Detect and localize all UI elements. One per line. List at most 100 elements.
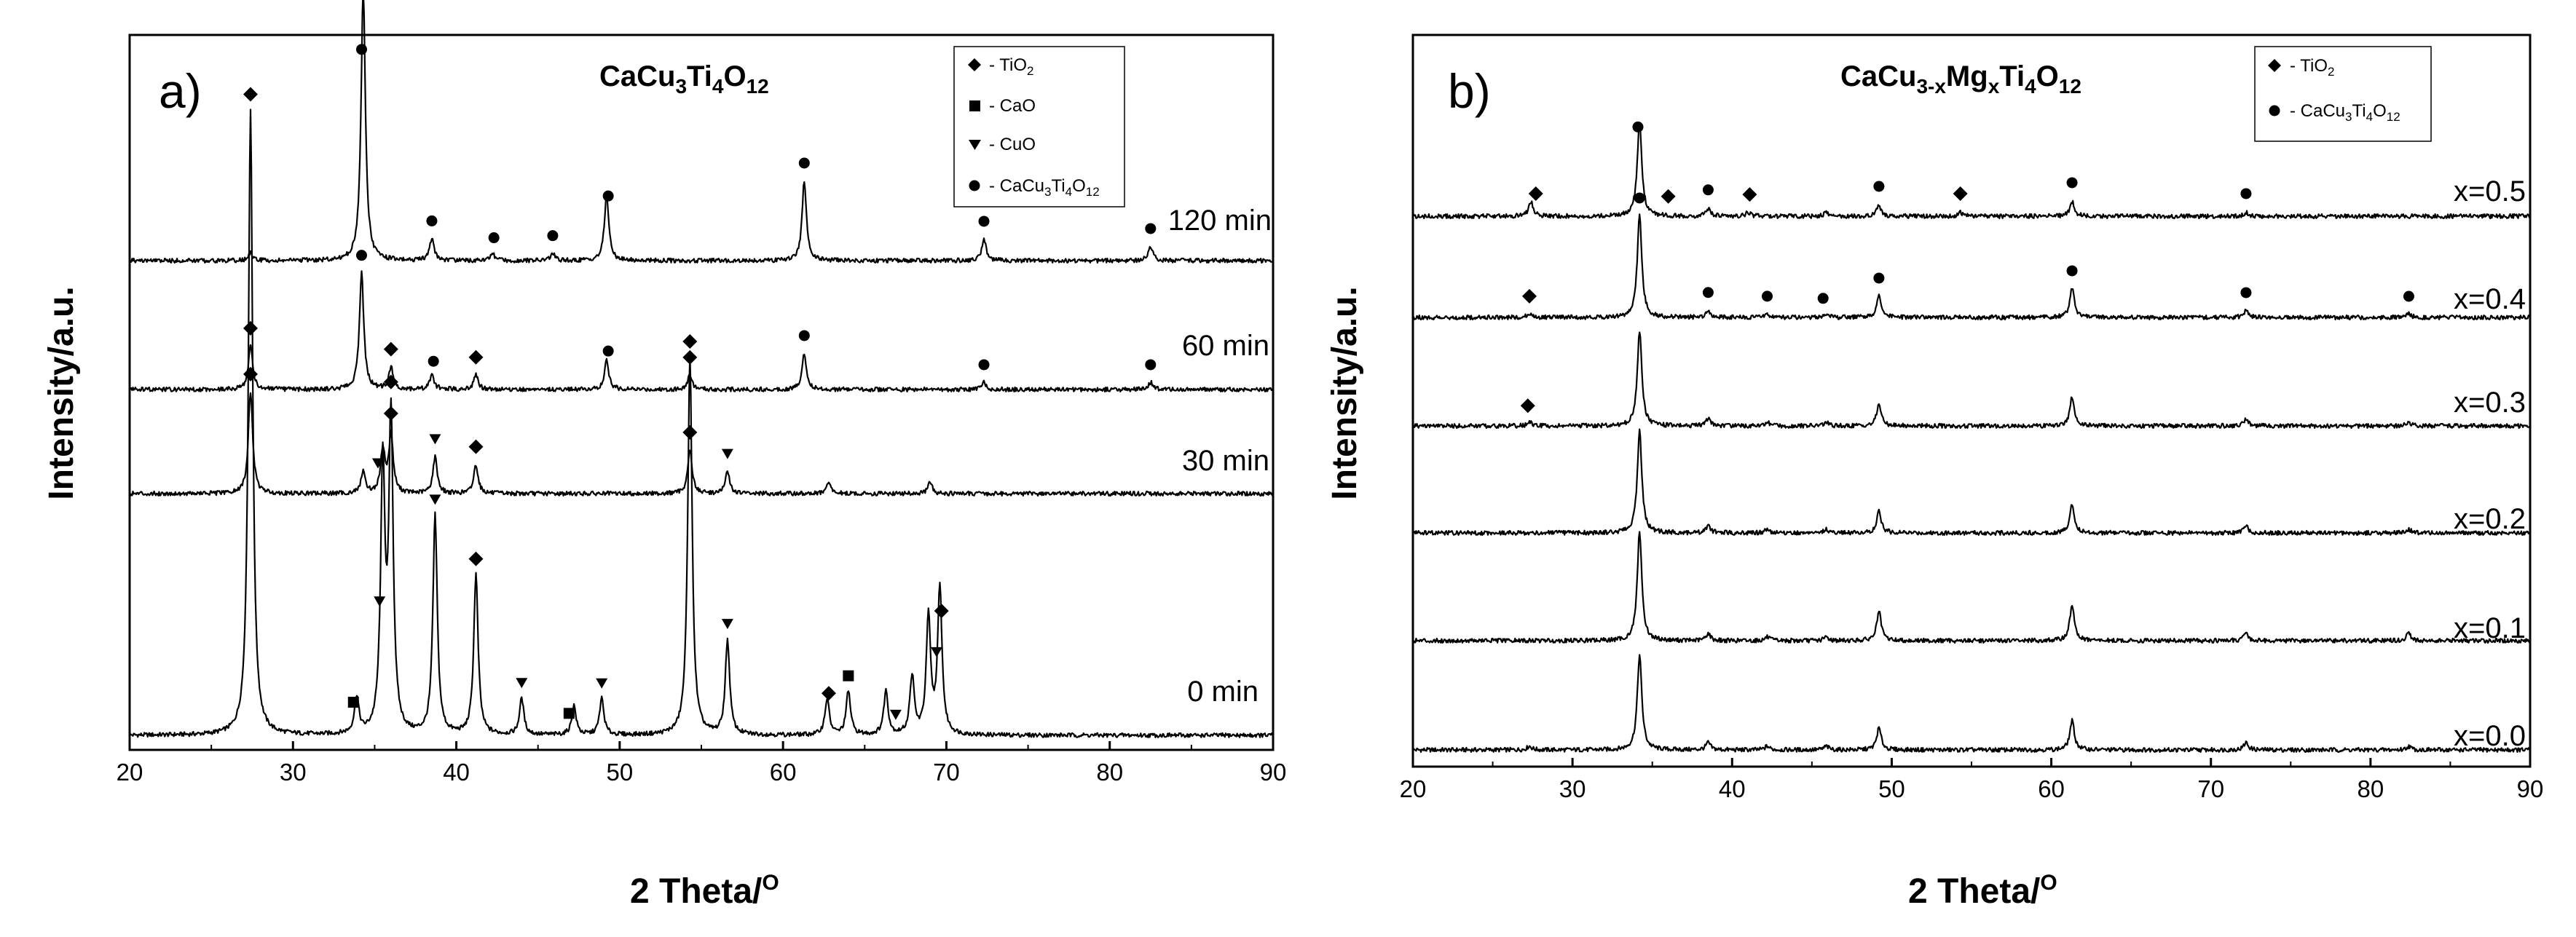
x-tick-label: 50 [1878,775,1905,802]
ccto-peak-marker-icon [1873,181,1885,192]
legend-label-cuo: - CuO [989,135,1036,154]
panel-b-x-ticks: 20 30 40 50 60 70 80 90 [1400,758,2544,802]
tio2-peak-marker-icon [383,341,398,357]
tio2-peak-marker-icon [821,686,836,701]
ccto-peak-marker-icon [1817,293,1829,304]
series-label-x-0-3: x=0.3 [2454,387,2526,419]
ccto-peak-marker-icon [2066,177,2078,189]
series-label-x-0-0: x=0.0 [2454,720,2526,752]
x-tick-label: 20 [1400,775,1427,802]
ccto-peak-marker-icon [355,250,367,261]
xrd-trace-30-min [128,392,1274,497]
ccto-peak-marker-icon [1761,290,1773,302]
cuo-peak-marker-icon [721,448,733,459]
panel-b-legend: - TiO2 - CaCu3Ti4O12 [2254,46,2432,142]
ccto-peak-marker-icon [1145,359,1157,371]
series-label-0-min: 0 min [1187,676,1259,708]
tio2-peak-marker-icon [682,334,698,349]
tio2-peak-marker-icon [243,320,258,336]
x-tick-label: 50 [606,759,633,786]
diamond-marker-icon [2268,59,2281,72]
legend-entry-ccto: - CaCu3Ti4O12 [2269,101,2400,124]
tio2-peak-marker-icon [468,551,484,566]
cuo-peak-marker-icon [374,596,386,607]
tio2-peak-marker-icon [682,349,698,365]
cuo-peak-marker-icon [371,458,384,469]
xrd-trace-x-0-1 [1411,531,2531,644]
ccto-peak-marker-icon [426,215,438,226]
cuo-peak-marker-icon [930,647,942,657]
xrd-trace-x-0-0 [1411,654,2531,754]
xrd-trace-0-min [128,108,1274,738]
panel-a-traces [128,0,1275,738]
panel-b-x-axis-title: 2 Theta/O [1908,871,2057,911]
ccto-peak-marker-icon [355,44,367,55]
tio2-peak-marker-icon [383,374,398,390]
xrd-trace-x-0-4 [1412,213,2531,321]
panel-b-label: b) [1448,64,1491,118]
tio2-peak-marker-icon [682,424,698,440]
panel-b-traces [1411,122,2532,754]
ccto-peak-marker-icon [488,232,500,244]
legend-entry-cao: - CaO [969,96,1036,116]
ccto-peak-marker-icon [1702,184,1714,196]
xrd-trace-x-0-2 [1412,428,2532,537]
tio2-peak-marker-icon [1661,189,1676,204]
tio2-peak-marker-icon [468,349,484,365]
triangle-marker-icon [969,140,981,150]
ccto-peak-marker-icon [2403,290,2414,302]
x-tick-label: 40 [1719,775,1746,802]
series-label-60-min: 60 min [1182,330,1269,362]
x-tick-label: 30 [280,759,307,786]
ccto-peak-marker-icon [1873,272,1885,284]
ccto-peak-marker-icon [428,355,439,367]
panel-a-legend: - TiO2 - CaO - CuO - CaCu3Ti4O12 [953,46,1125,207]
x-tick-label: 90 [2517,775,2544,802]
ccto-peak-marker-icon [602,345,614,357]
ccto-peak-marker-icon [1632,121,1644,133]
panel-b-y-axis-title: Intensity/a.u. [1326,286,1364,499]
x-tick-label: 30 [1559,775,1586,802]
panel-a-label: a) [159,64,202,118]
x-tick-label: 80 [2357,775,2384,802]
legend-label-ccto: - CaCu3Ti4O12 [989,176,1100,199]
ccto-peak-marker-icon [602,190,614,202]
panel-a-title: CaCu3Ti4O12 [599,60,769,98]
xrd-trace-x-0-3 [1411,331,2531,430]
legend-entry-ccto: - CaCu3Ti4O12 [969,176,1100,199]
x-tick-label: 70 [933,759,960,786]
series-label-x-0-5: x=0.5 [2454,175,2526,207]
tio2-peak-marker-icon [243,87,258,102]
legend-label-tio2: - TiO2 [989,55,1033,78]
circle-marker-icon [969,180,980,191]
ccto-peak-marker-icon [978,216,990,227]
panel-b-plot-frame [1411,33,2532,768]
legend-entry-cuo: - CuO [969,135,1036,154]
panel-a-y-axis-title: Intensity/a.u. [42,286,81,499]
xrd-trace-60-min [129,270,1275,393]
ccto-peak-marker-icon [1702,287,1714,299]
x-tick-label: 40 [443,759,470,786]
panel-b-legend-box [2254,46,2432,142]
cuo-peak-marker-icon [429,434,441,445]
x-tick-label: 60 [2038,775,2065,802]
ccto-peak-marker-icon [1634,192,1645,204]
tio2-peak-marker-icon [243,366,258,381]
panel-b: 20 30 40 50 60 70 80 90 b) CaCu3-xMgxTi4O12 - T… [1326,33,2544,911]
tio2-peak-marker-icon [1520,398,1535,414]
panel-b-title: CaCu3-xMgxTi4O12 [1840,60,2081,98]
tio2-peak-marker-icon [468,439,484,454]
series-label-120-min: 120 min [1168,205,1272,237]
panel-a-x-ticks: 20 30 40 50 60 70 80 90 [117,741,1286,786]
ccto-peak-marker-icon [978,359,990,371]
cuo-peak-marker-icon [889,709,902,720]
series-label-30-min: 30 min [1182,445,1269,477]
x-tick-label: 60 [770,759,797,786]
cuo-peak-marker-icon [721,619,733,630]
tio2-peak-marker-icon [1953,186,1968,201]
diamond-marker-icon [968,58,981,71]
cao-peak-marker-icon [347,697,359,708]
ccto-peak-marker-icon [2066,265,2078,277]
x-tick-label: 80 [1096,759,1123,786]
